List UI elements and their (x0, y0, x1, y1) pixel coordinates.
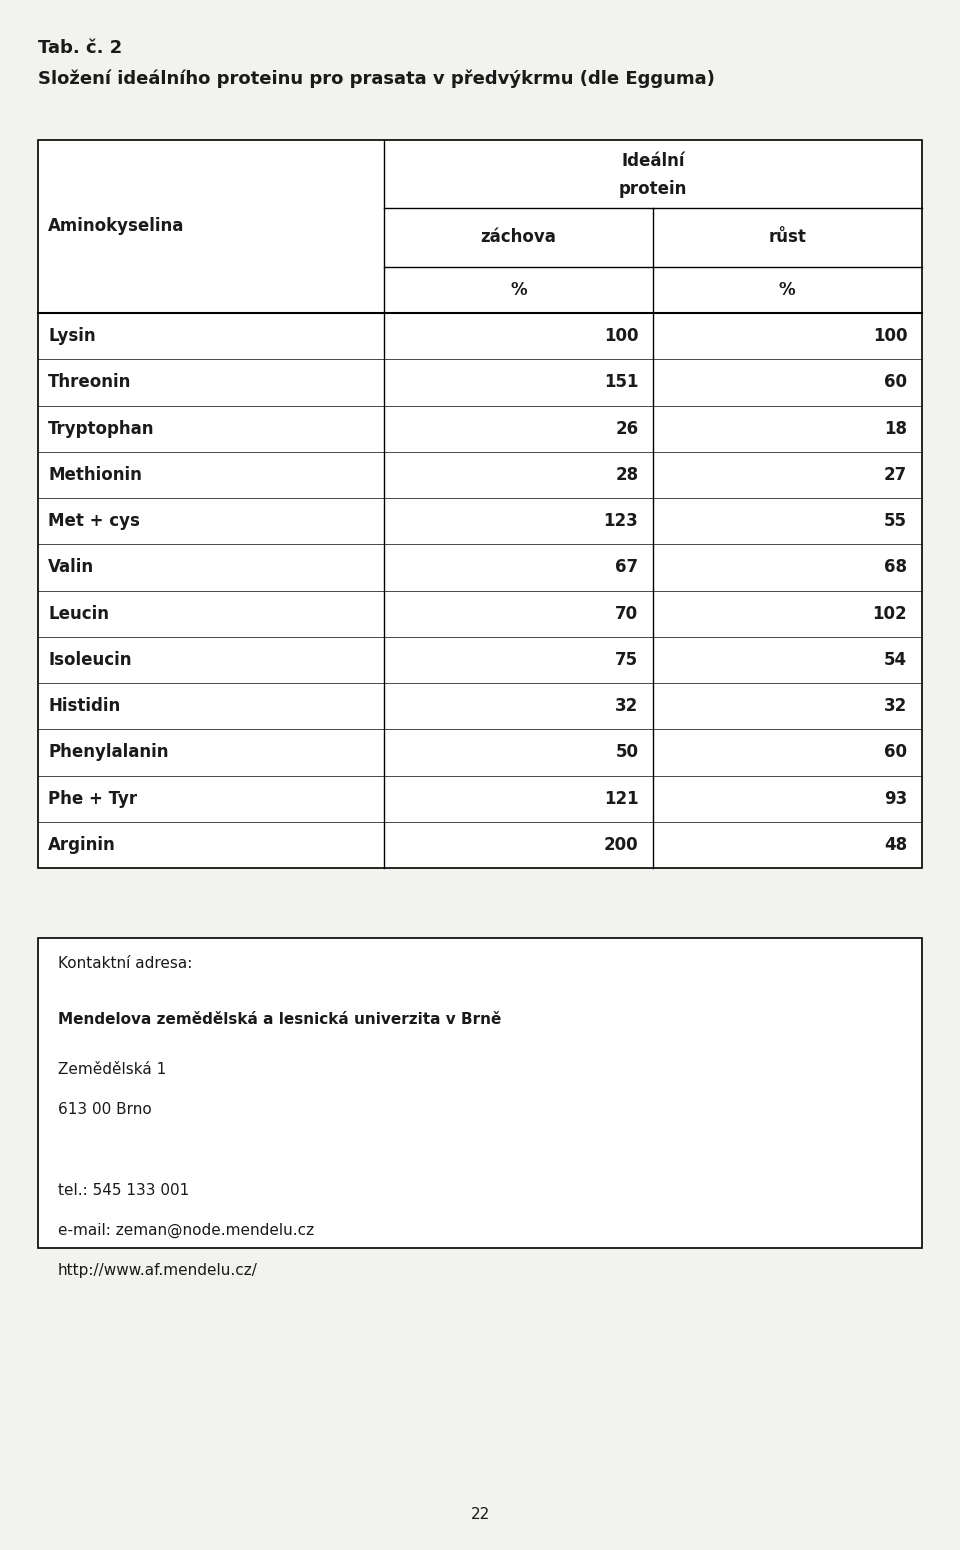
Text: Složení ideálního proteinu pro prasata v předvýkrmu (dle Egguma): Složení ideálního proteinu pro prasata v… (38, 70, 715, 88)
Text: 70: 70 (615, 604, 638, 623)
Text: 60: 60 (884, 744, 907, 761)
Text: 28: 28 (615, 467, 638, 484)
Text: Aminokyselina: Aminokyselina (48, 217, 184, 236)
Text: Mendelova zemědělská a lesnická univerzita v Brně: Mendelova zemědělská a lesnická univerzi… (58, 1012, 501, 1028)
Text: 67: 67 (615, 558, 638, 577)
Text: 121: 121 (604, 789, 638, 808)
Text: 100: 100 (604, 327, 638, 346)
Text: 18: 18 (884, 420, 907, 437)
Text: Tryptophan: Tryptophan (48, 420, 155, 437)
Text: 68: 68 (884, 558, 907, 577)
Text: 22: 22 (470, 1507, 490, 1522)
Text: %: % (510, 281, 527, 299)
Text: 200: 200 (604, 835, 638, 854)
Text: záchova: záchova (480, 228, 557, 246)
Text: Arginin: Arginin (48, 835, 116, 854)
Text: Phe + Tyr: Phe + Tyr (48, 789, 137, 808)
Text: 123: 123 (604, 512, 638, 530)
Text: http://www.af.mendelu.cz/: http://www.af.mendelu.cz/ (58, 1263, 257, 1279)
Text: 32: 32 (884, 698, 907, 715)
Text: Ideální: Ideální (621, 152, 684, 170)
Text: Lysin: Lysin (48, 327, 96, 346)
Text: 60: 60 (884, 374, 907, 392)
Text: 50: 50 (615, 744, 638, 761)
Text: Kontaktní adresa:: Kontaktní adresa: (58, 956, 192, 972)
Text: Leucin: Leucin (48, 604, 109, 623)
Text: Met + cys: Met + cys (48, 512, 140, 530)
Text: 54: 54 (884, 651, 907, 670)
Text: tel.: 545 133 001: tel.: 545 133 001 (58, 1183, 189, 1198)
Text: %: % (779, 281, 796, 299)
Text: Zemědělská 1: Zemědělská 1 (58, 1062, 166, 1077)
Text: Valin: Valin (48, 558, 94, 577)
Text: 27: 27 (884, 467, 907, 484)
Text: 100: 100 (873, 327, 907, 346)
Text: Tab. č. 2: Tab. č. 2 (38, 39, 123, 57)
Text: 102: 102 (873, 604, 907, 623)
Text: 613 00 Brno: 613 00 Brno (58, 1102, 152, 1118)
Text: Phenylalanin: Phenylalanin (48, 744, 169, 761)
Text: e-mail: zeman@node.mendelu.cz: e-mail: zeman@node.mendelu.cz (58, 1223, 314, 1238)
Text: 151: 151 (604, 374, 638, 392)
Text: 55: 55 (884, 512, 907, 530)
Text: Histidin: Histidin (48, 698, 120, 715)
Text: Methionin: Methionin (48, 467, 142, 484)
Text: 48: 48 (884, 835, 907, 854)
Text: 93: 93 (884, 789, 907, 808)
Text: 26: 26 (615, 420, 638, 437)
Text: 75: 75 (615, 651, 638, 670)
Text: 32: 32 (615, 698, 638, 715)
Text: Isoleucin: Isoleucin (48, 651, 132, 670)
Text: Threonin: Threonin (48, 374, 132, 392)
Text: růst: růst (768, 228, 806, 246)
Text: protein: protein (618, 180, 687, 198)
